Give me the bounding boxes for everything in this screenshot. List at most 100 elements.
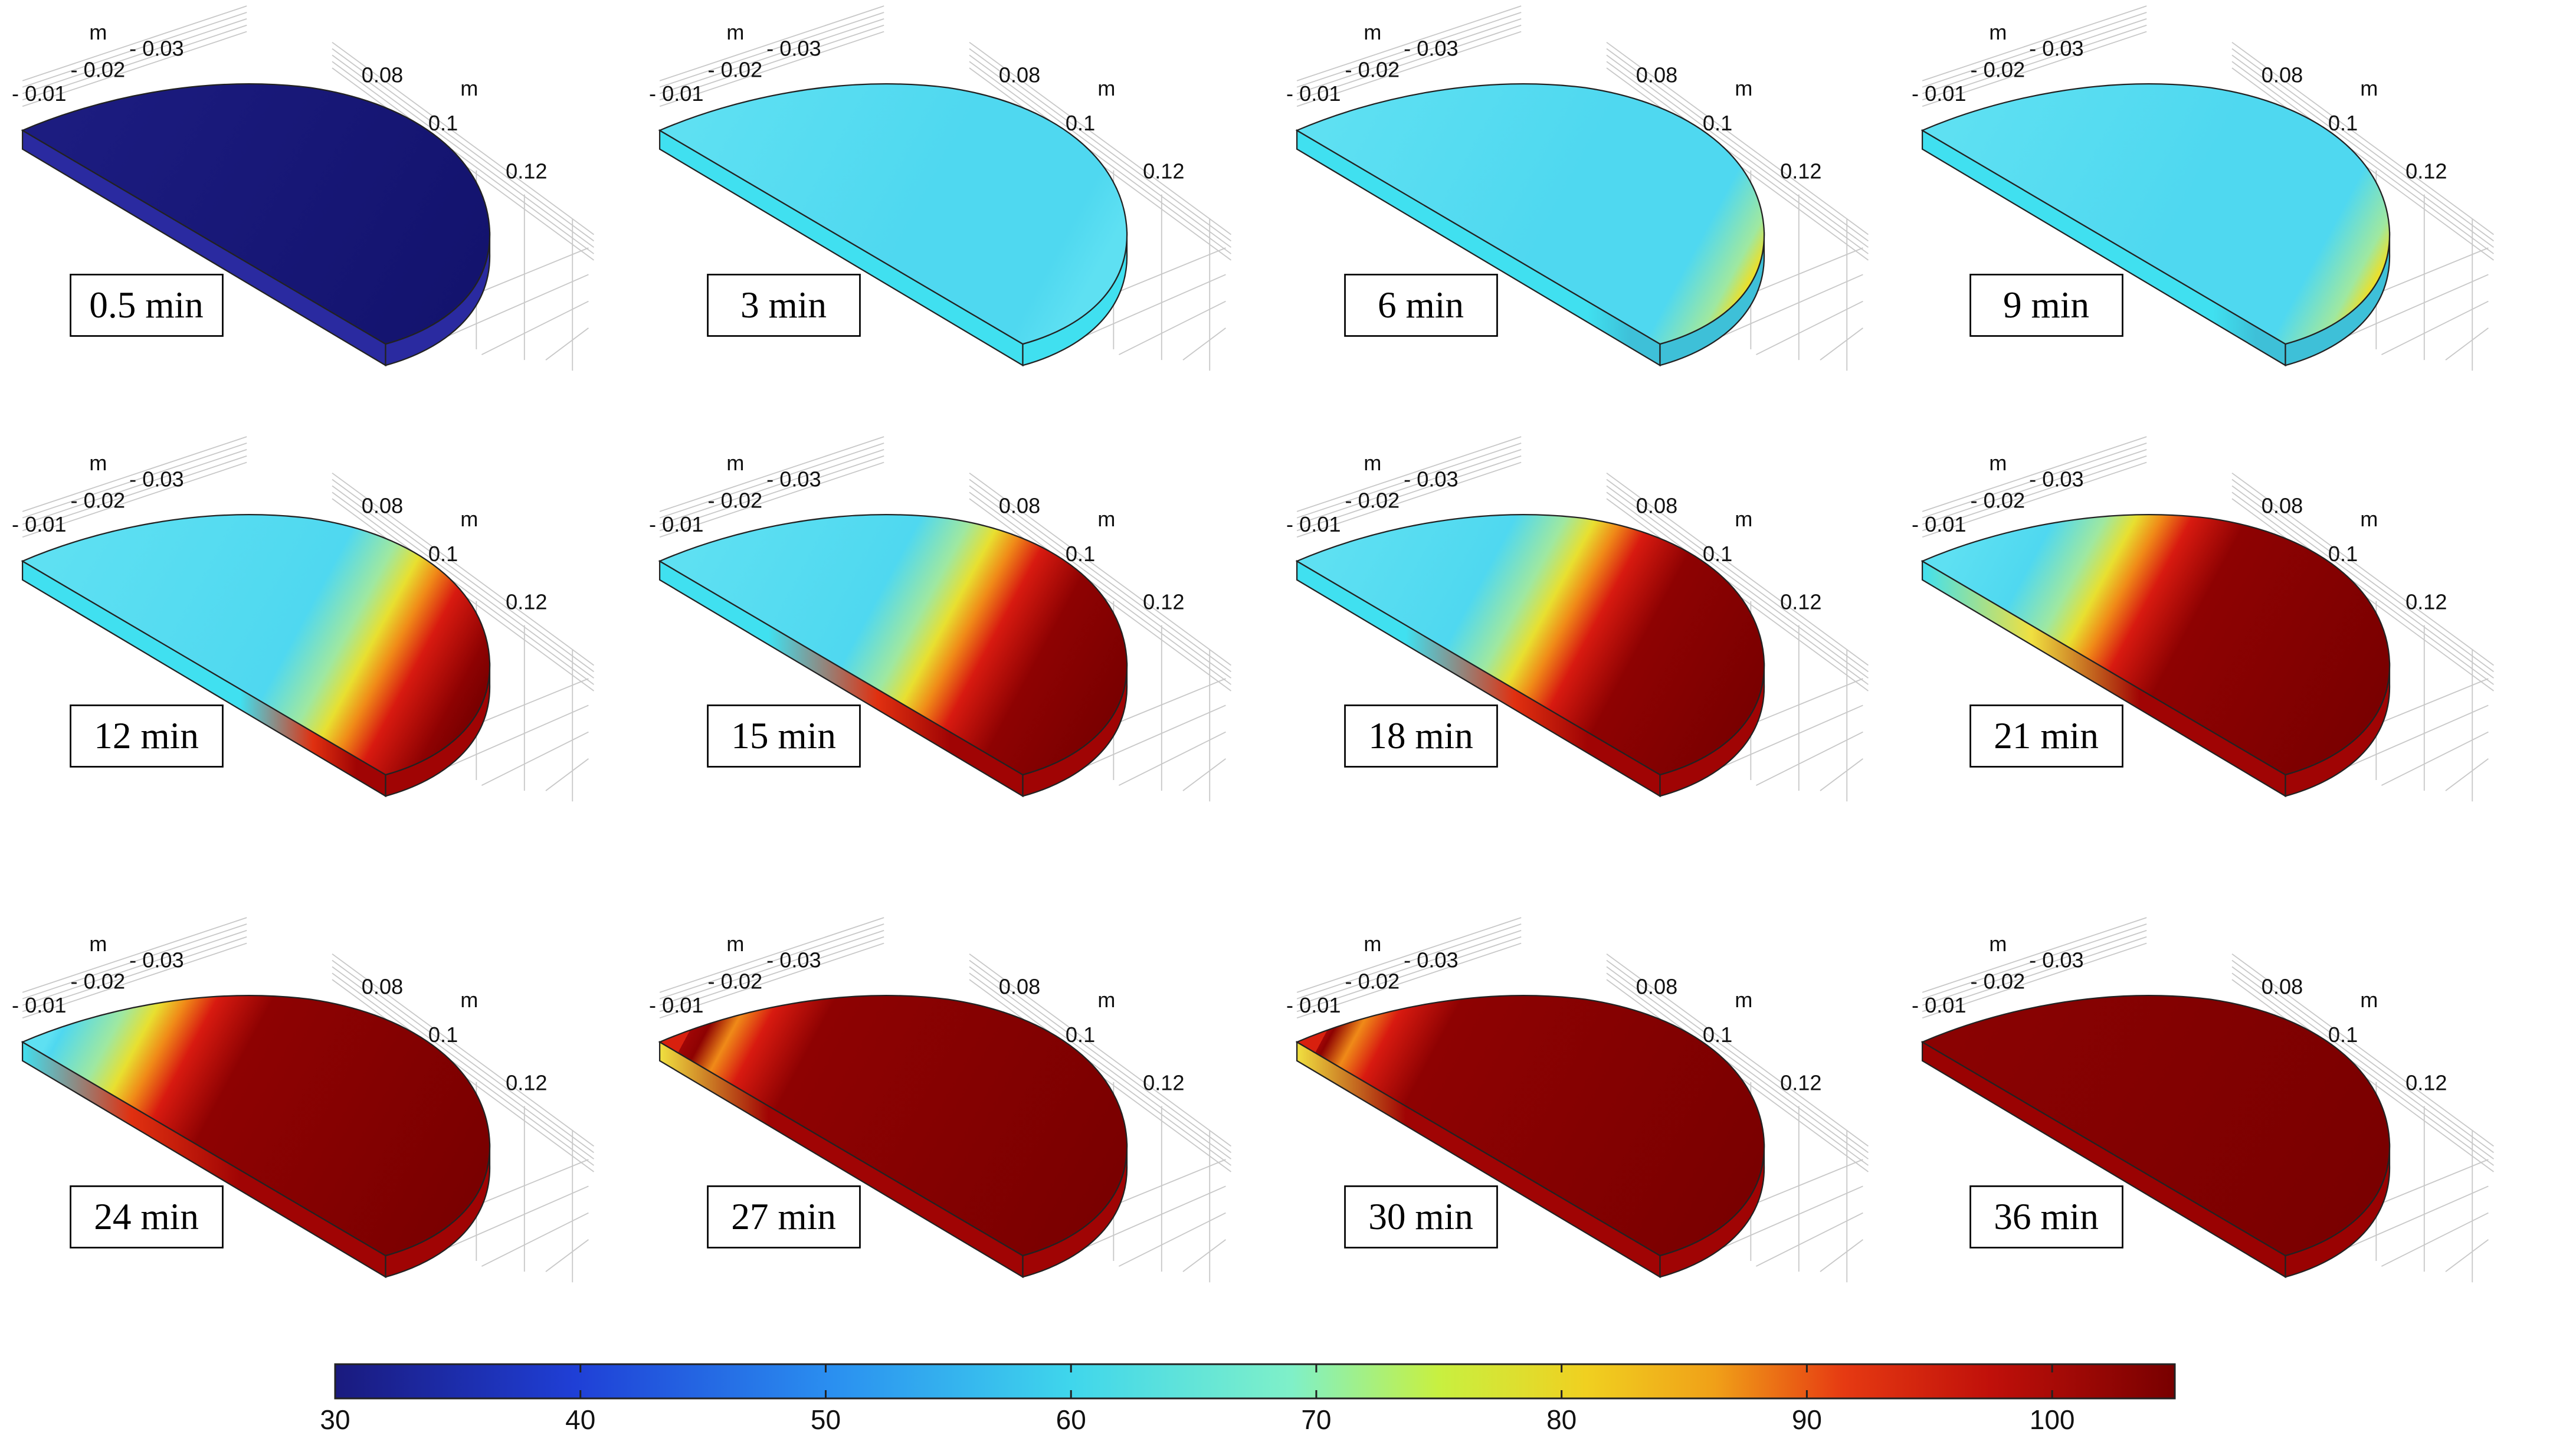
axis-tick-label: - 0.03 <box>766 467 821 491</box>
axis-tick-label: - 0.02 <box>71 58 126 82</box>
time-label-box: 12 min <box>70 704 224 768</box>
axis-tick-label: - 0.01 <box>649 993 704 1017</box>
axis-tick-label: - 0.03 <box>129 948 184 972</box>
axis-tick-label: 0.08 <box>1636 494 1677 518</box>
axis-tick-label: - 0.01 <box>649 512 704 536</box>
axis-tick-label: 0.1 <box>1066 111 1095 135</box>
slab-top-surface <box>658 514 1128 776</box>
axis-tick-label: - 0.02 <box>71 489 126 513</box>
axis-tick-label: 0.08 <box>999 63 1040 87</box>
time-label-box: 15 min <box>707 704 861 768</box>
axis-tick-label: 0.12 <box>1780 589 1821 614</box>
axis-tick-label: - 0.03 <box>1404 467 1459 491</box>
axis-unit-label: m <box>1364 932 1381 956</box>
slab-top-surface <box>658 995 1128 1257</box>
time-label: 0.5 min <box>89 284 204 326</box>
colorbar-tick-label: 60 <box>1056 1404 1086 1435</box>
axis-unit-label: m <box>460 988 478 1012</box>
slab-top-surface <box>1920 514 2391 776</box>
axis-unit-label: m <box>1364 451 1381 475</box>
axis-tick-label: - 0.03 <box>2029 36 2084 60</box>
slab-top-surface <box>21 83 491 345</box>
colorbar-tick-label: 70 <box>1301 1404 1331 1435</box>
axis-tick-label: - 0.03 <box>766 948 821 972</box>
colorbar-tick-label: 90 <box>1792 1404 1822 1435</box>
axis-tick-label: - 0.02 <box>1971 969 2026 994</box>
axis-tick-label: 0.12 <box>2405 1070 2447 1095</box>
axis-tick-label: 0.1 <box>1703 1023 1732 1047</box>
axis-tick-label: 0.1 <box>428 111 458 135</box>
axis-unit-label: m <box>726 20 744 44</box>
axis-tick-label: - 0.01 <box>649 81 704 106</box>
axis-tick-label: 0.1 <box>428 542 458 566</box>
axis-tick-label: - 0.01 <box>1286 512 1341 536</box>
axis-unit-label: m <box>1364 20 1381 44</box>
axis-tick-label: 0.1 <box>1066 1023 1095 1047</box>
slab-top-surface <box>1295 995 1765 1257</box>
time-label: 6 min <box>1378 284 1464 326</box>
axis-unit-label: m <box>726 451 744 475</box>
time-label: 24 min <box>94 1196 199 1237</box>
axis-unit-label: m <box>1989 451 2007 475</box>
axis-grid <box>22 436 594 802</box>
colorbar-tick-label: 30 <box>320 1404 350 1435</box>
axis-tick-label: 0.08 <box>362 63 403 87</box>
axis-unit-label: m <box>1735 507 1752 531</box>
axis-unit-label: m <box>726 932 744 956</box>
axis-tick-label: - 0.01 <box>1286 81 1341 106</box>
axis-unit-label: m <box>89 932 107 956</box>
axis-tick-label: 0.12 <box>2405 159 2447 183</box>
time-label-box: 24 min <box>70 1185 224 1249</box>
axis-tick-label: 0.12 <box>506 159 547 183</box>
axis-tick-label: 0.08 <box>2262 975 2303 999</box>
time-label: 27 min <box>731 1196 836 1237</box>
colorbar-tick-label: 100 <box>2030 1404 2075 1435</box>
slab-top-surface <box>658 83 1128 345</box>
axis-unit-label: m <box>1097 507 1115 531</box>
axis-unit-label: m <box>460 76 478 100</box>
time-label: 30 min <box>1368 1196 1473 1237</box>
slab-top-surface <box>1920 83 2391 345</box>
axis-unit-label: m <box>1989 20 2007 44</box>
axis-tick-label: - 0.03 <box>766 36 821 60</box>
time-label-box: 6 min <box>1344 273 1498 337</box>
axis-unit-label: m <box>1735 76 1752 100</box>
time-label-box: 3 min <box>707 273 861 337</box>
axis-tick-label: 0.1 <box>428 1023 458 1047</box>
axis-tick-label: - 0.01 <box>1912 512 1967 536</box>
colorbar-tick-label: 80 <box>1546 1404 1577 1435</box>
time-label: 18 min <box>1368 715 1473 756</box>
axis-unit-label: m <box>2360 988 2378 1012</box>
time-label-box: 36 min <box>1969 1185 2123 1249</box>
axis-tick-label: - 0.01 <box>1912 993 1967 1017</box>
axis-tick-label: 0.12 <box>1143 159 1184 183</box>
axis-tick-label: - 0.03 <box>2029 467 2084 491</box>
axis-tick-label: 0.08 <box>999 494 1040 518</box>
axis-unit-label: m <box>1735 988 1752 1012</box>
time-label-box: 18 min <box>1344 704 1498 768</box>
axis-tick-label: - 0.02 <box>1971 489 2026 513</box>
axis-tick-label: 0.08 <box>1636 975 1677 999</box>
axis-unit-label: m <box>1097 988 1115 1012</box>
time-label: 3 min <box>740 284 827 326</box>
axis-tick-label: 0.12 <box>506 1070 547 1095</box>
time-label-box: 21 min <box>1969 704 2123 768</box>
axis-tick-label: 0.1 <box>1703 542 1732 566</box>
axis-tick-label: 0.12 <box>1780 1070 1821 1095</box>
time-label-box: 0.5 min <box>70 273 224 337</box>
colorbar-gradient <box>334 1363 2176 1400</box>
axis-unit-label: m <box>2360 76 2378 100</box>
axis-tick-label: 0.12 <box>506 589 547 614</box>
time-label: 15 min <box>731 715 836 756</box>
axis-tick-label: 0.1 <box>1703 111 1732 135</box>
axis-tick-label: - 0.01 <box>1912 81 1967 106</box>
